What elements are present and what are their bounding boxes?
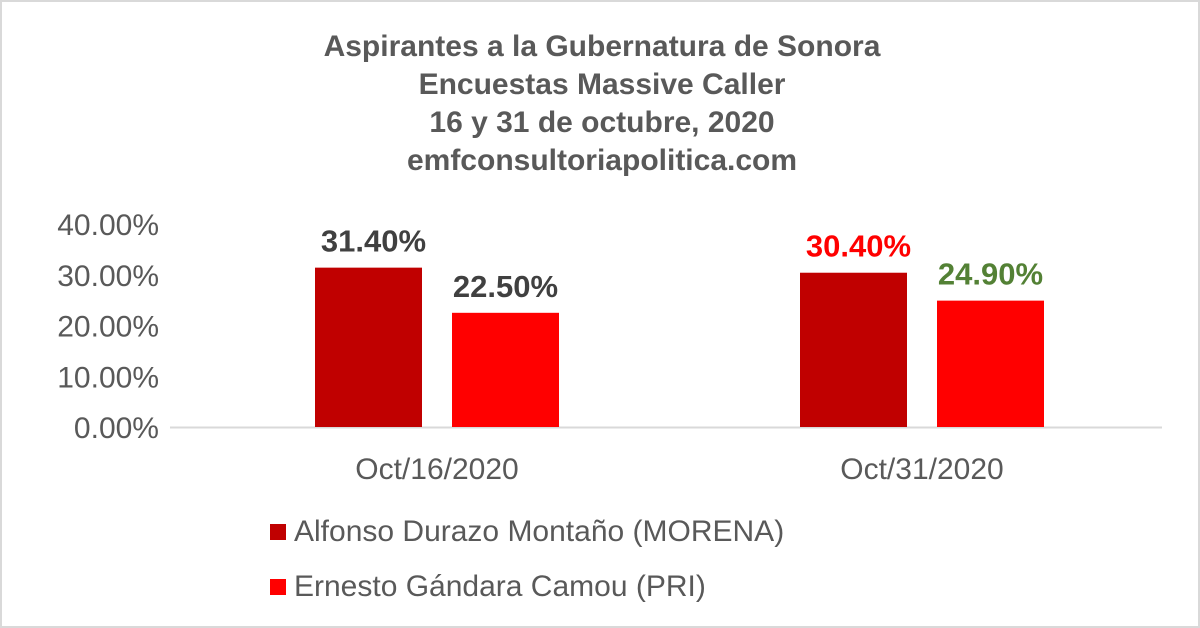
data-label: 22.50% [453,269,558,304]
legend-item-pri: Ernesto Gándara Camou (PRI) [270,570,706,604]
data-label: 24.90% [938,257,1043,292]
x-tick-label: Oct/31/2020 [840,453,1003,486]
bar [800,272,907,427]
legend-label: Alfonso Durazo Montaño (MORENA) [294,515,785,548]
bar [452,312,559,427]
x-tick-label: Oct/16/2020 [355,453,518,486]
data-label: 31.40% [321,224,426,259]
y-tick-label: 40.00% [57,209,159,242]
title-line-3: 16 y 31 de octubre, 2020 [429,106,775,139]
title-line-1: Aspirantes a la Gubernatura de Sonora [323,30,881,63]
bar [937,300,1044,427]
data-label: 30.40% [806,229,911,264]
y-tick-label: 20.00% [57,311,159,344]
chart-title: Aspirantes a la Gubernatura de Sonora En… [2,28,1198,180]
y-tick-label: 0.00% [74,412,159,445]
legend-swatch [270,579,286,595]
y-tick-label: 30.00% [57,260,159,293]
title-line-2: Encuestas Massive Caller [418,68,786,101]
legend-swatch [270,524,286,540]
legend-label: Ernesto Gándara Camou (PRI) [294,570,706,603]
bar [315,267,422,427]
title-line-4: emfconsultoriapolitica.com [406,144,798,177]
legend-item-morena: Alfonso Durazo Montaño (MORENA) [270,515,784,549]
y-tick-label: 10.00% [57,361,159,394]
